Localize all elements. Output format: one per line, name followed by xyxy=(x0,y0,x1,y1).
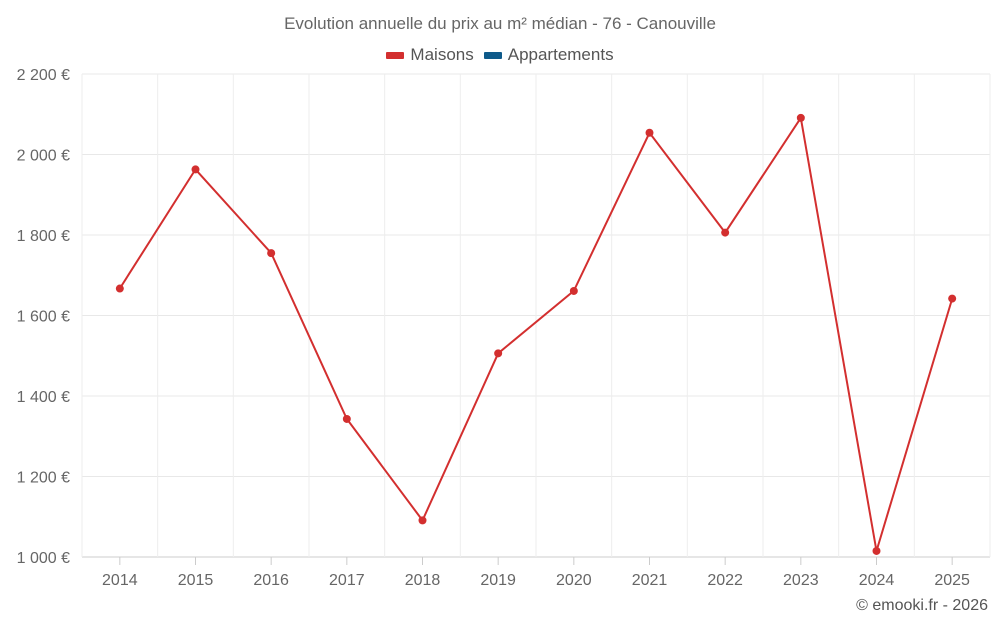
y-tick-label: 1 400 € xyxy=(17,389,70,406)
x-tick-label: 2022 xyxy=(707,572,743,589)
series-line-maisons xyxy=(118,115,954,552)
y-tick-label: 1 800 € xyxy=(17,228,70,245)
data-point xyxy=(721,228,730,237)
y-tick-label: 1 600 € xyxy=(17,309,70,326)
x-tick-label: 2023 xyxy=(783,572,819,589)
y-tick-label: 2 200 € xyxy=(17,67,70,84)
data-point xyxy=(872,546,881,555)
x-tick-label: 2017 xyxy=(329,572,365,589)
x-tick-label: 2014 xyxy=(102,572,138,589)
legend-item-maisons[interactable]: Maisons xyxy=(386,45,474,65)
y-tick-label: 1 200 € xyxy=(17,470,70,487)
chart-title: Evolution annuelle du prix au m² médian … xyxy=(284,14,716,33)
data-point xyxy=(796,113,805,122)
credit-text: © emooki.fr - 2026 xyxy=(856,597,988,614)
data-point xyxy=(191,165,200,174)
legend-swatch-appartements xyxy=(483,51,502,59)
x-tick-label: 2019 xyxy=(480,572,516,589)
legend-swatch-maisons xyxy=(386,51,405,59)
data-point xyxy=(645,128,654,137)
x-tick-label: 2025 xyxy=(934,572,970,589)
x-tick-label: 2021 xyxy=(632,572,668,589)
y-tick-label: 2 000 € xyxy=(17,148,70,165)
y-tick-label: 1 000 € xyxy=(17,550,70,567)
data-point xyxy=(342,414,351,423)
data-point xyxy=(494,349,503,358)
data-point xyxy=(569,286,578,295)
chart-legend: Maisons Appartements xyxy=(0,45,1000,65)
legend-label-appartements: Appartements xyxy=(507,45,614,64)
data-point xyxy=(115,284,124,293)
x-tick-label: 2024 xyxy=(859,572,895,589)
x-tick-label: 2020 xyxy=(556,572,592,589)
data-point xyxy=(948,294,957,303)
data-point xyxy=(267,249,276,258)
data-point xyxy=(418,516,427,525)
legend-item-appartements[interactable]: Appartements xyxy=(483,45,614,65)
legend-label-maisons: Maisons xyxy=(410,45,474,64)
x-tick-label: 2015 xyxy=(178,572,214,589)
x-tick-label: 2018 xyxy=(405,572,441,589)
x-tick-label: 2016 xyxy=(253,572,289,589)
